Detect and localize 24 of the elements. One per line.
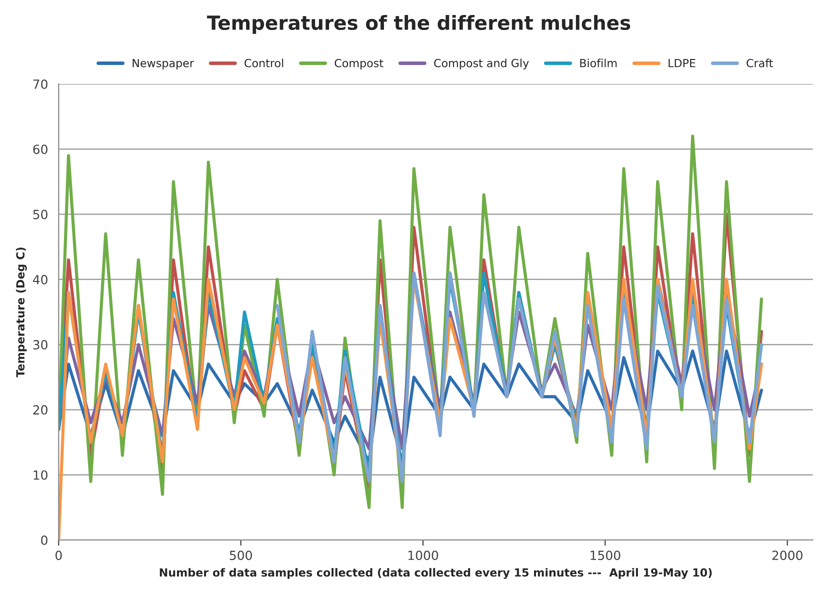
legend-label: Newspaper <box>132 59 194 70</box>
y-tick-label: 50 <box>33 210 48 220</box>
y-tick-label: 40 <box>32 274 48 284</box>
x-tick-label: 1000 <box>408 550 438 560</box>
line-series <box>276 271 764 483</box>
x-axis-title: Number of data samples collected (data collected every 15 minutes --- April 19-May 10) <box>160 568 712 579</box>
x-tick-label: 2000 <box>772 550 802 560</box>
y-tick-label: 0 <box>41 535 48 545</box>
y-tick-label: 10 <box>34 470 48 480</box>
legend-label: Compost <box>334 58 384 70</box>
y-tick-label: 20 <box>33 405 48 415</box>
chart-title: Temperatures of the different mulches <box>207 15 630 34</box>
legend-label: Compost and Gly <box>434 58 529 70</box>
y-tick-label: 60 <box>33 144 48 154</box>
legend-label: Control <box>244 58 284 68</box>
legend-label: Biofilm <box>580 58 617 68</box>
x-tick-label: 500 <box>230 550 252 560</box>
y-axis-title: Temperature (Deg C) <box>16 248 27 378</box>
x-tick-label: 0 <box>56 550 62 560</box>
legend-label: Craft <box>746 58 773 68</box>
legend-label: LDPE <box>668 59 696 68</box>
y-tick-label: 70 <box>33 79 48 89</box>
x-tick-label: 1500 <box>590 550 620 560</box>
y-tick-label: 30 <box>33 340 48 350</box>
